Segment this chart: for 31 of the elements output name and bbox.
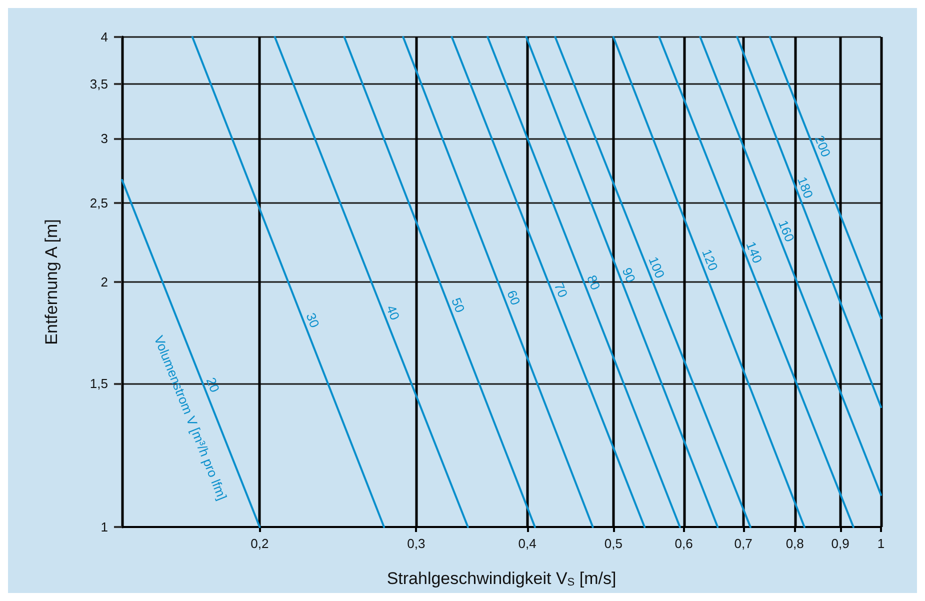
y-tick-label: 2,5	[90, 196, 108, 211]
text: 30	[303, 310, 322, 330]
text: 140	[743, 239, 766, 266]
x-tick-label: 0,4	[518, 536, 536, 551]
text: 20	[203, 375, 223, 394]
text: 160	[775, 218, 798, 244]
text: 50	[448, 296, 468, 315]
x-tick-label: 0,7	[734, 536, 752, 551]
y-axis-title: Entfernung A [m]	[42, 219, 61, 345]
y-tick-label: 3	[100, 131, 108, 146]
text: 200	[812, 133, 834, 159]
x-tick-label: 0,3	[407, 536, 426, 551]
x-tick-label: 0,2	[250, 536, 269, 551]
text: 120	[699, 247, 721, 273]
text: 90	[619, 265, 639, 284]
x-tick-label: 0,5	[604, 536, 622, 551]
y-tick-label: 3,5	[90, 76, 108, 92]
x-tick-label: 0,6	[674, 536, 693, 551]
text: 40	[383, 303, 403, 322]
text: 70	[551, 280, 571, 300]
x-tick-label: 0,9	[831, 536, 850, 551]
y-tick-label: 1	[100, 520, 108, 534]
y-tick-label: 4	[100, 30, 108, 44]
text: 100	[646, 254, 668, 280]
y-tick-label: 2	[100, 274, 108, 290]
text: 180	[794, 174, 816, 200]
y-tick-label: 1,5	[90, 376, 108, 392]
text: 80	[584, 273, 604, 292]
text: 60	[504, 288, 524, 308]
x-tick-label: 1	[877, 536, 885, 551]
x-tick-label: 0,8	[786, 536, 804, 551]
